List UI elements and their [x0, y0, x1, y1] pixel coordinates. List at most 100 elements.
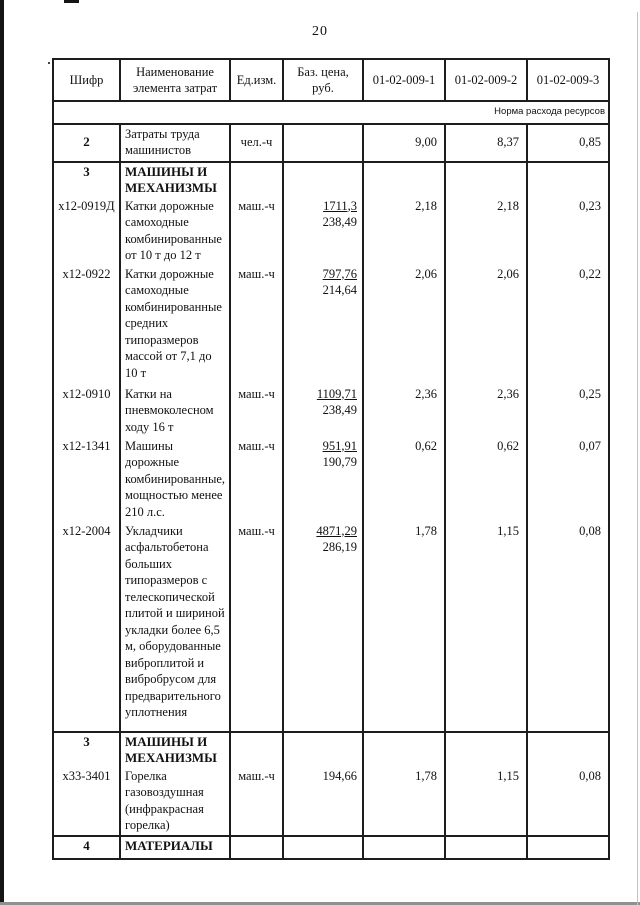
row-base-price: 4871,29 286,19 — [282, 521, 364, 733]
section-number: 3 — [52, 161, 121, 197]
section-title: МАШИНЫ И МЕХАНИЗМЫ — [119, 161, 231, 197]
table-row: х12-2004 Укладчики асфальтобетона больши… — [52, 521, 610, 733]
price-denominator: 238,49 — [322, 215, 357, 229]
row-norm-1: 1,78 — [362, 521, 446, 733]
scan-artifact-bottom-line — [0, 902, 640, 905]
row-code: х12-1341 — [52, 436, 121, 522]
section-number: 3 — [52, 731, 121, 767]
price-numerator: 797,76 — [322, 266, 357, 281]
table-row: х12-0919Д Катки дорожные самоходные комб… — [52, 196, 610, 265]
section-header-row: 4 МАТЕРИАЛЫ — [52, 835, 610, 859]
row-code: х12-2004 — [52, 521, 121, 733]
header-base-price: Баз. цена, руб. — [282, 59, 364, 102]
row-code: 2 — [52, 123, 121, 163]
empty-cell — [229, 161, 284, 197]
row-name: Затраты труда машинистов — [119, 123, 231, 163]
row-base-price — [282, 123, 364, 163]
empty-cell — [526, 835, 610, 859]
price-denominator: 190,79 — [322, 455, 357, 469]
table-row: х12-1341 Машины дорожные комбинированные… — [52, 436, 610, 522]
row-code: х33-3401 — [52, 766, 121, 837]
resource-note-row: Норма расхода ресурсов — [53, 101, 609, 125]
row-norm-3: 0,85 — [526, 123, 610, 163]
row-norm-3: 0,23 — [526, 196, 610, 265]
row-base-price: 797,76 214,64 — [282, 264, 364, 385]
row-unit: маш.-ч — [229, 766, 284, 837]
empty-cell — [282, 731, 364, 767]
empty-cell — [282, 161, 364, 197]
empty-cell — [282, 835, 364, 859]
row-unit: маш.-ч — [229, 384, 284, 437]
row-norm-2: 2,18 — [444, 196, 528, 265]
row-norm-2: 0,62 — [444, 436, 528, 522]
price-numerator: 1109,71 — [316, 386, 357, 401]
empty-cell — [362, 835, 446, 859]
row-unit: маш.-ч — [229, 521, 284, 733]
row-unit: маш.-ч — [229, 264, 284, 385]
row-norm-1: 9,00 — [362, 123, 446, 163]
row-code: х12-0910 — [52, 384, 121, 437]
section-header-row: 3 МАШИНЫ И МЕХАНИЗМЫ — [52, 161, 610, 197]
header-norm-2: 01-02-009-2 — [444, 59, 528, 102]
price-numerator: 4871,29 — [316, 523, 357, 538]
empty-cell — [526, 731, 610, 767]
row-name: Укладчики асфальтобетона больших типораз… — [119, 521, 231, 733]
table-row: х12-0922 Катки дорожные самоходные комби… — [52, 264, 610, 385]
header-norm-3: 01-02-009-3 — [526, 59, 610, 102]
header-code: Шифр — [52, 59, 121, 102]
row-code: х12-0919Д — [52, 196, 121, 265]
row-norm-1: 1,78 — [362, 766, 446, 837]
row-unit: маш.-ч — [229, 436, 284, 522]
cost-norms-table: Шифр Наименование элемента затрат Ед.изм… — [52, 58, 610, 860]
row-base-price: 194,66 — [282, 766, 364, 837]
header-element-name: Наименование элемента затрат — [119, 59, 231, 102]
table-row: х33-3401 Горелка газовоздушная (инфракра… — [52, 766, 610, 837]
price-denominator: 286,19 — [322, 540, 357, 554]
resource-note: Норма расхода ресурсов — [53, 101, 609, 125]
scan-artifact-top-tick — [64, 0, 79, 3]
empty-cell — [526, 161, 610, 197]
empty-cell — [444, 161, 528, 197]
table-row: 2 Затраты труда машинистов чел.-ч 9,00 8… — [52, 123, 610, 163]
empty-cell — [444, 731, 528, 767]
row-norm-2: 8,37 — [444, 123, 528, 163]
row-norm-2: 1,15 — [444, 521, 528, 733]
empty-cell — [362, 731, 446, 767]
row-name: Горелка газовоздушная (инфракрасная горе… — [119, 766, 231, 837]
empty-cell — [444, 835, 528, 859]
page-number: 20 — [312, 24, 328, 39]
section-title: МАТЕРИАЛЫ — [119, 835, 231, 859]
row-base-price: 951,91 190,79 — [282, 436, 364, 522]
row-unit: маш.-ч — [229, 196, 284, 265]
header-unit: Ед.изм. — [229, 59, 284, 102]
row-norm-3: 0,07 — [526, 436, 610, 522]
row-norm-3: 0,08 — [526, 766, 610, 837]
scan-artifact-right-line — [637, 12, 638, 905]
table-row: х12-0910 Катки на пневмоколесном ходу 16… — [52, 384, 610, 437]
empty-cell — [362, 161, 446, 197]
row-norm-2: 2,06 — [444, 264, 528, 385]
row-name: Катки на пневмоколесном ходу 16 т — [119, 384, 231, 437]
section-header-row: 3 МАШИНЫ И МЕХАНИЗМЫ — [52, 731, 610, 767]
row-norm-1: 2,06 — [362, 264, 446, 385]
row-base-price: 1711,3 238,49 — [282, 196, 364, 265]
row-norm-1: 2,18 — [362, 196, 446, 265]
scan-artifact-left-bar — [0, 0, 4, 905]
row-name: Катки дорожные самоходные комбинированны… — [119, 264, 231, 385]
row-norm-3: 0,22 — [526, 264, 610, 385]
price-numerator: 951,91 — [322, 438, 357, 453]
price-numerator: 1711,3 — [323, 198, 357, 213]
row-norm-3: 0,25 — [526, 384, 610, 437]
row-name: Машины дорожные комбинированные, мощност… — [119, 436, 231, 522]
section-number: 4 — [52, 835, 121, 859]
section-title: МАШИНЫ И МЕХАНИЗМЫ — [119, 731, 231, 767]
empty-cell — [229, 731, 284, 767]
header-norm-1: 01-02-009-1 — [362, 59, 446, 102]
row-norm-2: 1,15 — [444, 766, 528, 837]
price-denominator: 238,49 — [322, 403, 357, 417]
row-unit: чел.-ч — [229, 123, 284, 163]
row-base-price: 1109,71 238,49 — [282, 384, 364, 437]
row-name: Катки дорожные самоходные комбинированны… — [119, 196, 231, 265]
scan-artifact-dot — [48, 62, 50, 64]
